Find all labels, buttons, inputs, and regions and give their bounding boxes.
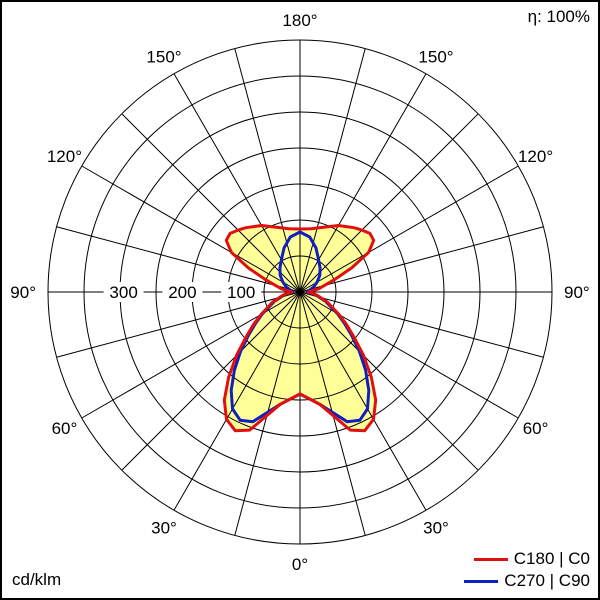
grid-spoke-195: [234, 48, 301, 293]
grid-spoke-165: [299, 48, 366, 293]
radial-tick-bg-200: [162, 282, 203, 302]
grid-spoke-330: [173, 291, 301, 511]
series-line-c180-c0: [222, 224, 378, 433]
angle-label-60-right: 60°: [523, 419, 549, 438]
grid-spoke-285: [56, 291, 301, 358]
angle-label-120-left: 120°: [47, 147, 82, 166]
radial-tick-bg-300: [103, 282, 144, 302]
legend-label-c270-c90: C270 | C90: [504, 571, 590, 590]
angle-label-180-center: 180°: [282, 11, 317, 30]
grid-spoke-120: [299, 165, 519, 293]
grid-spoke-105: [299, 226, 544, 293]
axis-labels: 100 200 300 0° 30° 30° 60° 60° 90° 90° 120° 120° 150…: [10, 11, 589, 574]
grid-spoke-150: [299, 73, 427, 293]
radial-tick-label-100: 100: [227, 283, 255, 302]
angle-label-30-right: 30°: [423, 519, 449, 538]
legend-label-c180-c0: C180 | C0: [513, 549, 590, 568]
angle-label-60-left: 60°: [52, 419, 78, 438]
legend: C180 | C0 C270 | C90: [464, 548, 590, 592]
unit-label: cd/klm: [12, 570, 62, 589]
grid-spoke-30: [299, 291, 427, 511]
angle-label-150-right: 150°: [418, 47, 453, 66]
legend-swatch-c180-c0: [473, 557, 508, 561]
series-lines: [222, 224, 378, 433]
angle-label-0-center: 0°: [292, 555, 308, 574]
grid-spoke-240: [81, 165, 301, 293]
grid-spoke-210: [173, 73, 301, 293]
angle-label-90-left: 90°: [10, 283, 36, 302]
legend-entry-c270-c90: C270 | C90: [464, 570, 590, 592]
grid-spoke-315: [121, 291, 301, 471]
radial-tick-label-200: 200: [168, 283, 196, 302]
legend-entry-c180-c0: C180 | C0: [464, 548, 590, 570]
radial-tick-label-300: 300: [109, 283, 137, 302]
angle-label-90-right: 90°: [564, 283, 590, 302]
angle-label-150-left: 150°: [146, 47, 181, 66]
legend-swatch-c270-c90: [464, 579, 499, 583]
efficiency-label: η: 100%: [527, 7, 590, 26]
grid-spoke-75: [299, 291, 544, 358]
grid-spoke-255: [56, 226, 301, 293]
radial-tick-bg-100: [221, 282, 262, 302]
angle-label-120-right: 120°: [518, 147, 553, 166]
grid-spoke-225: [121, 113, 301, 293]
angle-label-30-left: 30°: [151, 519, 177, 538]
grid-spoke-135: [299, 113, 479, 293]
grid-spoke-45: [299, 291, 479, 471]
series-line-c270-c90: [229, 230, 371, 424]
